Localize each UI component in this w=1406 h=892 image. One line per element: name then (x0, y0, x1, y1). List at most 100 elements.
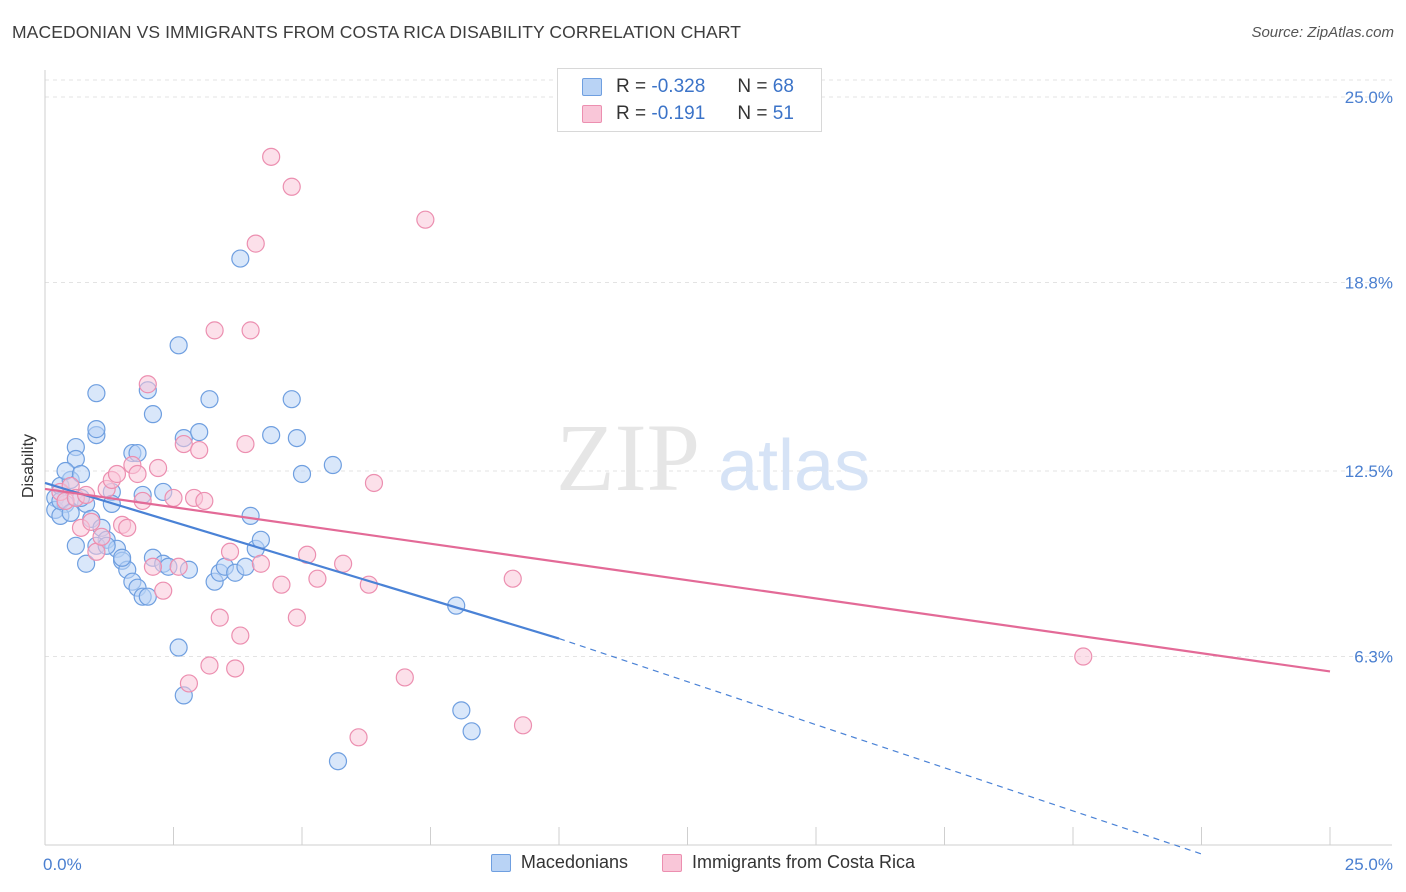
costa-rica-point (138, 375, 157, 394)
watermark-zip: ZIP (556, 404, 700, 511)
legend-label-costa-rica: Immigrants from Costa Rica (692, 852, 916, 872)
y-tick-label: 12.5% (1345, 462, 1393, 481)
costa-rica-point (174, 434, 193, 454)
legend-swatch-macedonians (490, 853, 511, 872)
y-tick-label: 25.0% (1345, 88, 1393, 107)
macedonians-points (46, 249, 481, 771)
macedonians-point (292, 464, 312, 484)
costa-rica-point (251, 554, 270, 573)
costa-rica-point (200, 656, 219, 675)
costa-rica-point (205, 321, 224, 340)
macedonians-point (66, 536, 85, 555)
costa-rica-point (154, 581, 173, 600)
legend-swatch-costa-rica (582, 105, 602, 123)
costa-rica-point (107, 464, 127, 484)
source-label: Source: ZipAtlas.com (1251, 24, 1394, 41)
legend-r-label: R = (616, 103, 647, 124)
costa-rica-point (179, 674, 199, 693)
x-tick-label-max: 25.0% (1345, 855, 1393, 874)
macedonians-point (241, 506, 260, 525)
macedonians-point (287, 428, 306, 448)
macedonians-point (262, 425, 281, 445)
legend-row-costa-rica: R = -0.191 N = 51 (582, 102, 794, 126)
macedonians-point (323, 455, 342, 475)
costa-rica-point (308, 569, 327, 588)
costa-rica-point (1074, 647, 1093, 666)
legend-item-macedonians[interactable]: Macedonians (490, 852, 628, 873)
axes (44, 70, 1392, 846)
costa-rica-point (241, 321, 260, 340)
costa-rica-point (503, 569, 522, 588)
legend-row-macedonians: R = -0.328 N = 68 (582, 75, 794, 99)
costa-rica-point (128, 464, 147, 484)
macedonians-point (236, 557, 255, 576)
costa-rica-point (164, 488, 183, 508)
costa-rica-point (118, 518, 137, 537)
costa-rica-point (395, 668, 414, 687)
legend-n-value: 68 (772, 76, 794, 97)
macedonians-point (77, 554, 96, 573)
macedonians-point (169, 638, 188, 657)
legend-r-label: R = (616, 76, 647, 97)
series-legend: Macedonians Immigrants from Costa Rica (0, 852, 1406, 873)
costa-rica-point (226, 659, 245, 678)
macedonians-point (169, 336, 188, 355)
y-tick-label: 18.8% (1345, 274, 1393, 293)
costa-rica-point (246, 234, 265, 253)
costa-rica-point (143, 557, 163, 576)
costa-rica-point (236, 434, 255, 454)
costa-rica-point (210, 608, 229, 627)
macedonians-point (87, 384, 106, 403)
costa-rica-point (287, 608, 306, 627)
costa-rica-point (334, 554, 353, 573)
watermark-atlas: atlas (718, 426, 870, 506)
costa-rica-trend-line (44, 487, 1331, 673)
costa-rica-point (92, 527, 111, 546)
costa-rica-point (220, 542, 240, 561)
tick-labels: 6.3% 12.5% 18.8% 25.0% 0.0% 25.0% (43, 88, 1393, 874)
y-tick-label: 6.3% (1354, 648, 1393, 667)
legend-n-label: N = (737, 76, 768, 97)
macedonians-point (462, 722, 481, 741)
costa-rica-point (282, 177, 301, 196)
macedonians-point (328, 752, 348, 771)
costa-rica-point (364, 473, 384, 493)
trend-lines (44, 481, 1331, 855)
costa-rica-point (190, 440, 209, 460)
macedonians-point (200, 390, 219, 409)
legend-item-costa-rica[interactable]: Immigrants from Costa Rica (662, 852, 915, 873)
macedonians-point (138, 587, 157, 606)
macedonians-point (190, 423, 209, 442)
costa-rica-point (82, 512, 101, 531)
costa-rica-point (272, 575, 291, 594)
costa-rica-point (231, 626, 250, 645)
costa-rica-point (262, 147, 281, 166)
costa-rica-point (195, 491, 214, 511)
macedonians-point (231, 249, 250, 268)
costa-rica-point (349, 728, 368, 747)
costa-rica-point (513, 716, 533, 735)
y-axis-label: Disability (20, 434, 37, 498)
legend-swatch-costa-rica (662, 853, 682, 872)
macedonians-point (71, 464, 91, 484)
legend-n-label: N = (737, 103, 768, 124)
legend-r-value: -0.191 (651, 103, 706, 124)
macedonians-point (452, 701, 471, 720)
macedonians-point (143, 405, 163, 424)
costa-rica-point (416, 210, 435, 229)
x-tick-label-min: 0.0% (43, 855, 82, 874)
chart-title: MACEDONIAN VS IMMIGRANTS FROM COSTA RICA… (12, 22, 742, 42)
legend-label-macedonians: Macedonians (520, 852, 628, 872)
correlation-legend: R = -0.328 N = 68 R = -0.191 N = 51 (557, 68, 822, 132)
costa-rica-point (148, 458, 168, 478)
macedonians-trend-line (44, 481, 560, 640)
macedonians-point (112, 548, 132, 567)
macedonians-trend-extension (558, 637, 1202, 855)
costa-rica-point (169, 557, 188, 576)
legend-n-value: 51 (772, 103, 794, 124)
legend-swatch-macedonians (582, 78, 602, 96)
legend-r-value: -0.328 (651, 76, 706, 97)
macedonians-point (87, 420, 106, 439)
macedonians-point (282, 390, 301, 409)
